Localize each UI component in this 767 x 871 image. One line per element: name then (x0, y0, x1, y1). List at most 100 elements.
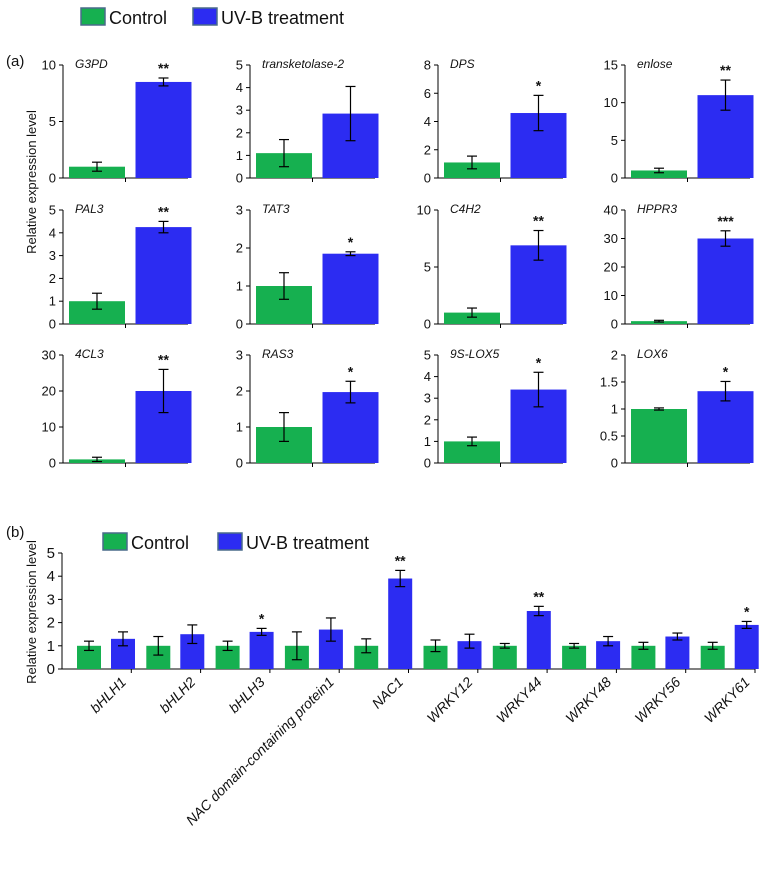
panel-lox6: 0 0.5 1 1.5 2 LOX6 * (600, 347, 754, 471)
y-tick-label: 40 (604, 203, 618, 218)
y-tick-label: 1.5 (600, 375, 618, 390)
x-tick-label-bhlh1: bHLH1 (87, 674, 129, 716)
y-tick-label: 2 (424, 142, 431, 157)
panel-title: RAS3 (262, 347, 294, 361)
y-tick-label: 3 (236, 348, 243, 363)
panel-title: PAL3 (75, 202, 104, 216)
y-tick-label: 0 (49, 317, 56, 332)
y-tick-label: 4 (424, 114, 431, 129)
y-tick-label: 5 (49, 203, 56, 218)
bar-uv-b-treatment (697, 391, 754, 463)
y-tick-label: 5 (611, 133, 618, 148)
bar-wrky61-control (700, 645, 725, 669)
y-tick-label: 2 (424, 412, 431, 427)
bar-control (444, 312, 500, 324)
y-tick-label: 0 (49, 171, 56, 186)
y-tick-label: 5 (49, 114, 56, 129)
legend-b-uvb-swatch (217, 532, 243, 551)
y-tick-label: 15 (604, 58, 618, 73)
y-tick-label: 0 (611, 171, 618, 186)
panel-title: transketolase-2 (262, 57, 344, 71)
panel-ras3: 0 1 2 3 RAS3 * (236, 347, 379, 471)
x-tick-label-wrky44: WRKY44 (493, 674, 545, 726)
y-tick-label: 0 (47, 661, 55, 678)
panel-title: LOX6 (637, 347, 668, 361)
y-tick-label: 20 (42, 384, 56, 399)
y-tick-label: 1 (49, 294, 56, 309)
y-tick-label: 0 (424, 317, 431, 332)
y-tick-label: 5 (424, 348, 431, 363)
panel-title: enlose (637, 57, 673, 71)
y-tick-label: 5 (236, 58, 243, 73)
legend-uvb-label: UV-B treatment (221, 8, 344, 28)
y-tick-label: 0 (424, 456, 431, 471)
bar-control (444, 162, 500, 178)
panel-b-y-axis-label: Relative expression level (24, 540, 39, 684)
bar-wrky48-control (562, 645, 587, 669)
bar-uv-b-treatment (697, 238, 754, 324)
significance-label-nac1: ** (395, 552, 406, 568)
bar-uv-b-treatment (135, 81, 192, 178)
panel-enlose: 0 5 10 15 enlose ** (604, 57, 754, 186)
y-tick-label: 0 (236, 317, 243, 332)
y-tick-label: 1 (47, 638, 55, 655)
bar-control (631, 170, 687, 178)
bar-wrky56-uv-b-treatment (665, 636, 690, 669)
x-tick-label-bhlh2: bHLH2 (156, 674, 198, 716)
x-tick-label-wrky61: WRKY61 (701, 674, 753, 726)
y-tick-label: 8 (424, 58, 431, 73)
x-tick-label-nac1: NAC1 (369, 674, 407, 712)
significance-label: ** (158, 351, 169, 367)
bar-nac1-uv-b-treatment (388, 578, 413, 669)
y-tick-label: 0 (611, 456, 618, 471)
x-tick-label-wrky12: WRKY12 (424, 674, 476, 726)
bar-wrky56-control (631, 645, 656, 669)
y-tick-label: 2 (49, 271, 56, 286)
panel-title: DPS (450, 57, 475, 71)
y-tick-label: 3 (424, 391, 431, 406)
legend-control-swatch (80, 7, 106, 26)
panel-title: C4H2 (450, 202, 481, 216)
panel-dps: 0 2 4 6 8 DPS * (424, 57, 567, 186)
y-tick-label: 0 (236, 171, 243, 186)
y-tick-label: 10 (604, 288, 618, 303)
bar-wrky44-uv-b-treatment (526, 611, 551, 669)
significance-label: ** (720, 62, 731, 78)
panel-b-label: (b) (6, 524, 24, 541)
y-tick-label: 0 (49, 456, 56, 471)
y-tick-label: 6 (424, 86, 431, 101)
x-tick-label-bhlh3: bHLH3 (226, 674, 268, 716)
bar-wrky12-control (423, 645, 448, 669)
y-tick-label: 10 (42, 58, 56, 73)
panel-tat3: 0 1 2 3 TAT3 * (236, 202, 379, 332)
legend-control-label: Control (109, 8, 167, 28)
bar-uv-b-treatment (322, 253, 379, 324)
y-tick-label: 1 (424, 434, 431, 449)
y-tick-label: 4 (49, 225, 56, 240)
y-tick-label: 1 (611, 402, 618, 417)
panel-9s-lox5: 0 1 2 3 4 5 9S-LOX5 * (424, 347, 567, 471)
y-tick-label: 3 (236, 203, 243, 218)
panel-title: G3PD (75, 57, 108, 71)
significance-label: * (348, 363, 354, 379)
panel-hppr3: 0 10 20 30 40 HPPR3 *** (604, 202, 754, 332)
bar-uv-b-treatment (135, 227, 192, 324)
significance-label: * (348, 234, 354, 250)
y-tick-label: 5 (47, 545, 55, 562)
significance-label: * (723, 363, 729, 379)
y-tick-label: 30 (42, 348, 56, 363)
panel-a-label: (a) (6, 53, 24, 70)
panel-g3pd: 0 5 10 G3PD ** (42, 57, 192, 186)
significance-label-wrky44: ** (533, 588, 544, 604)
bar-control (69, 301, 125, 324)
y-tick-label: 0 (424, 171, 431, 186)
y-tick-label: 2 (47, 615, 55, 632)
y-tick-label: 3 (47, 591, 55, 608)
panel-transketolase-2: 0 1 2 3 4 5 transketolase-2 (236, 57, 379, 186)
significance-label: * (536, 77, 542, 93)
panel-title: 4CL3 (75, 347, 104, 361)
legend-b-control-label: Control (131, 533, 189, 553)
bar-uv-b-treatment (322, 392, 379, 463)
y-tick-label: 10 (42, 420, 56, 435)
